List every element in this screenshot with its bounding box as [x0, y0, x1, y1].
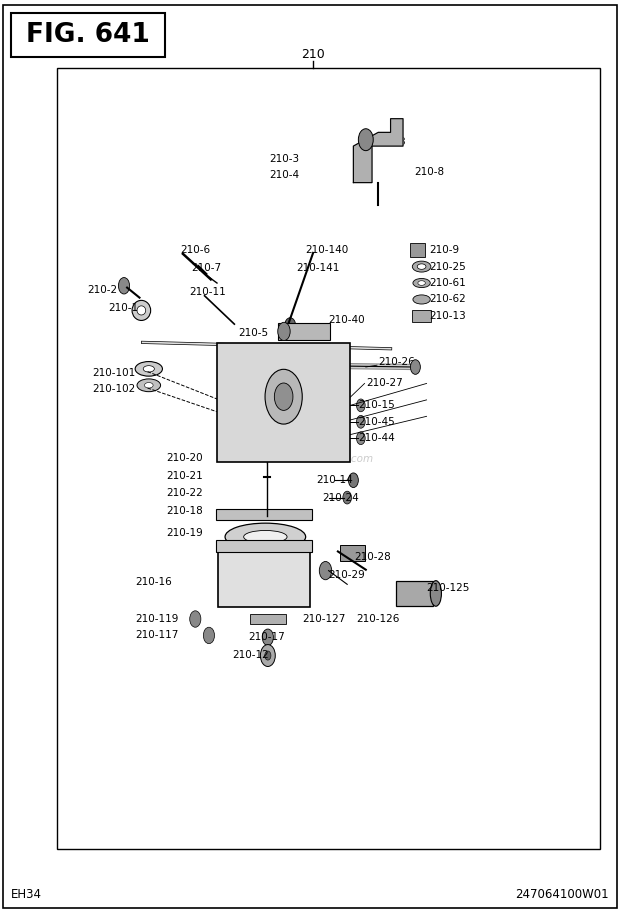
Circle shape — [348, 473, 358, 488]
Bar — [218, 545, 310, 607]
Text: 210-125: 210-125 — [427, 583, 470, 593]
Ellipse shape — [137, 379, 161, 392]
Text: FIG. 641: FIG. 641 — [26, 22, 150, 47]
Ellipse shape — [132, 300, 151, 320]
Circle shape — [262, 629, 273, 645]
Ellipse shape — [274, 383, 293, 411]
Ellipse shape — [417, 264, 426, 269]
Bar — [57, 68, 600, 849]
Circle shape — [356, 415, 365, 428]
Ellipse shape — [265, 370, 303, 424]
Ellipse shape — [430, 581, 441, 606]
Text: 210-15: 210-15 — [358, 401, 395, 410]
Text: 247064100W01: 247064100W01 — [515, 888, 609, 901]
Text: 210-126: 210-126 — [356, 614, 399, 624]
Text: 210-102: 210-102 — [92, 384, 135, 394]
Bar — [11, 13, 165, 57]
Circle shape — [118, 278, 130, 294]
Ellipse shape — [144, 383, 153, 388]
Text: 210-22: 210-22 — [166, 488, 203, 498]
Polygon shape — [353, 119, 403, 183]
Text: 210-45: 210-45 — [358, 417, 395, 426]
Text: 210-44: 210-44 — [358, 434, 395, 443]
Text: 210: 210 — [301, 48, 325, 61]
Bar — [217, 343, 350, 462]
Text: 210-6: 210-6 — [180, 246, 210, 255]
Ellipse shape — [135, 362, 162, 376]
Text: 210-119: 210-119 — [135, 614, 179, 624]
Circle shape — [285, 318, 296, 334]
Text: 210-11: 210-11 — [189, 288, 226, 297]
Text: eReplacementParts.com: eReplacementParts.com — [246, 455, 374, 464]
Ellipse shape — [418, 281, 425, 286]
Text: 210-17: 210-17 — [248, 633, 285, 642]
Circle shape — [358, 129, 373, 151]
Text: 210-28: 210-28 — [355, 552, 391, 561]
Text: 210-127: 210-127 — [303, 614, 346, 624]
Circle shape — [278, 322, 290, 341]
Bar — [250, 614, 286, 624]
Text: 210-9: 210-9 — [430, 246, 460, 255]
Ellipse shape — [413, 295, 430, 304]
Text: 210-12: 210-12 — [232, 650, 269, 659]
Ellipse shape — [412, 261, 431, 272]
Text: 210-13: 210-13 — [430, 311, 466, 320]
Ellipse shape — [225, 523, 306, 551]
Text: 210-2: 210-2 — [87, 286, 117, 295]
Circle shape — [343, 491, 352, 504]
Ellipse shape — [413, 278, 430, 288]
Text: 210-1: 210-1 — [108, 303, 139, 312]
Text: EH34: EH34 — [11, 888, 42, 901]
Bar — [412, 310, 431, 322]
Bar — [340, 545, 365, 561]
Text: 210-25: 210-25 — [430, 262, 466, 271]
Text: 210-21: 210-21 — [166, 471, 203, 480]
Text: 210-16: 210-16 — [135, 578, 172, 587]
Ellipse shape — [137, 306, 146, 315]
Circle shape — [203, 627, 215, 644]
Text: 210-18: 210-18 — [166, 507, 203, 516]
Text: 210-117: 210-117 — [135, 631, 179, 640]
Ellipse shape — [244, 530, 287, 543]
Circle shape — [265, 651, 271, 660]
Ellipse shape — [143, 366, 154, 373]
Text: 210-41: 210-41 — [286, 332, 323, 341]
Text: 210-62: 210-62 — [430, 295, 466, 304]
Circle shape — [190, 611, 201, 627]
Bar — [410, 243, 425, 257]
Text: 210-19: 210-19 — [166, 529, 203, 538]
Text: 210-3: 210-3 — [270, 154, 300, 163]
Text: 210-5: 210-5 — [239, 329, 269, 338]
Text: 210-27: 210-27 — [366, 379, 402, 388]
Circle shape — [356, 432, 365, 445]
Bar — [216, 509, 312, 520]
Text: 210-101: 210-101 — [92, 368, 135, 377]
Bar — [396, 581, 433, 606]
Text: 210-26: 210-26 — [378, 357, 415, 366]
Text: 210-40: 210-40 — [329, 315, 365, 324]
Bar — [278, 323, 330, 340]
Text: 210-61: 210-61 — [430, 278, 466, 288]
Text: 210-4: 210-4 — [270, 171, 300, 180]
Circle shape — [319, 561, 332, 580]
Text: 210-20: 210-20 — [166, 454, 203, 463]
Text: 210-24: 210-24 — [322, 493, 359, 502]
Text: 210-141: 210-141 — [296, 264, 340, 273]
Circle shape — [410, 360, 420, 374]
Text: 210-29: 210-29 — [329, 571, 365, 580]
Circle shape — [260, 645, 275, 666]
Text: 210-23: 210-23 — [369, 137, 405, 146]
Text: 210-140: 210-140 — [305, 246, 348, 255]
Bar — [216, 540, 312, 552]
Circle shape — [356, 399, 365, 412]
Text: 210-14: 210-14 — [316, 476, 353, 485]
Text: 210-8: 210-8 — [414, 167, 445, 176]
Text: 210-7: 210-7 — [191, 264, 221, 273]
